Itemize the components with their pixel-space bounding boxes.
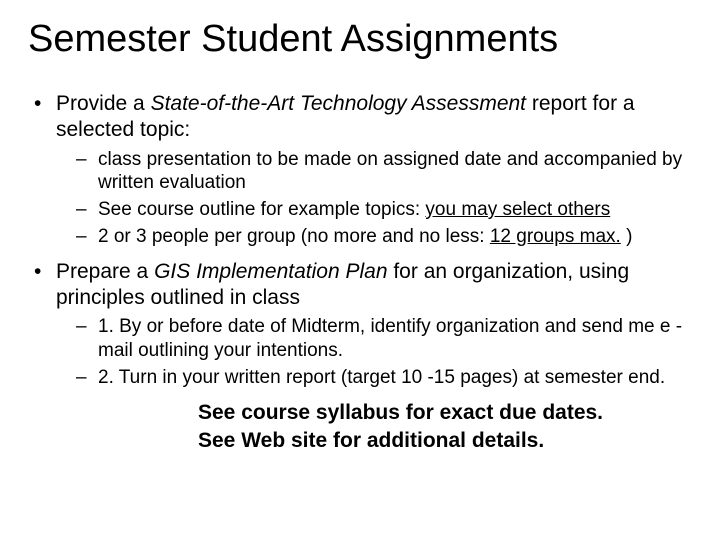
sub-bullet-list: 1. By or before date of Midterm, identif… [56,315,692,389]
sub-bullet-pre: See course outline for example topics: [98,199,425,220]
sub-bullet-pre: 2 or 3 people per group (no more and no … [98,226,490,247]
sub-bullet-item: class presentation to be made on assigne… [56,148,692,196]
bullet-item: Provide a State-of-the-Art Technology As… [28,91,692,249]
sub-bullet-text: 2. Turn in your written report (target 1… [98,367,665,388]
sub-bullet-item: 2 or 3 people per group (no more and no … [56,225,692,249]
bullet-text-pre: Prepare a [56,260,154,283]
bullet-list: Provide a State-of-the-Art Technology As… [28,91,692,389]
footer-line: See Web site for additional details. [198,427,692,454]
sub-bullet-post: ) [621,226,633,247]
sub-bullet-text: 1. By or before date of Midterm, identif… [98,316,682,361]
sub-bullet-text: class presentation to be made on assigne… [98,149,682,194]
sub-bullet-underline: 12 groups max. [490,226,621,247]
bullet-text-em: State-of-the-Art Technology Assessment [151,92,526,115]
bullet-item: Prepare a GIS Implementation Plan for an… [28,259,692,390]
footer-line: See course syllabus for exact due dates. [198,399,692,426]
sub-bullet-underline: you may select others [425,199,610,220]
sub-bullet-item: 1. By or before date of Midterm, identif… [56,315,692,363]
slide: Semester Student Assignments Provide a S… [0,0,720,540]
slide-title: Semester Student Assignments [28,18,692,61]
bullet-text-em: GIS Implementation Plan [154,260,387,283]
sub-bullet-item: 2. Turn in your written report (target 1… [56,366,692,390]
bullet-text-pre: Provide a [56,92,151,115]
footer-block: See course syllabus for exact due dates.… [28,399,692,454]
sub-bullet-list: class presentation to be made on assigne… [56,148,692,249]
sub-bullet-item: See course outline for example topics: y… [56,198,692,222]
